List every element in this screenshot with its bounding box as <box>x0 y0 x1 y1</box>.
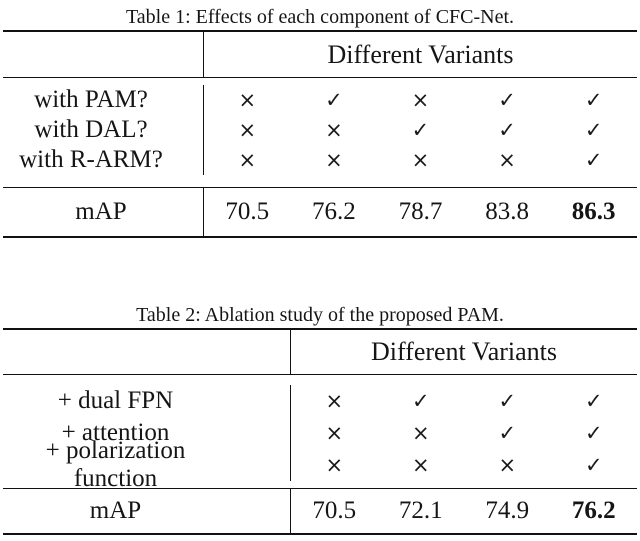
map-value: 70.5 <box>312 497 357 524</box>
row-label: with R-ARM? <box>19 146 163 173</box>
table-2-header-label: Different Variants <box>370 337 558 366</box>
row-label: + attention <box>61 419 170 446</box>
row-label: with PAM? <box>34 86 148 113</box>
row-marks: × × ✓ ✓ ✓ <box>203 115 637 145</box>
mark-cell: × <box>498 148 516 172</box>
mark-cell: ✓ <box>498 118 516 142</box>
mark-cell: ✓ <box>411 118 430 142</box>
mark-cell: ✓ <box>584 88 603 112</box>
table-2-header-row: Different Variants <box>3 330 637 374</box>
table-1-map-rule <box>3 187 637 188</box>
table-2-header-cell: Different Variants <box>290 330 637 374</box>
map-value-best: 86.3 <box>571 198 616 225</box>
table-row: with R-ARM? × × × × ✓ <box>3 145 637 175</box>
mark-cell: ✓ <box>498 421 517 445</box>
table-2-header-rule <box>3 374 637 375</box>
table-2-top-rule <box>3 328 637 330</box>
mark-cell: ✓ <box>584 148 603 172</box>
table-1-header-row: Different Variants <box>3 32 637 77</box>
mark-cell: × <box>325 118 343 142</box>
mark-cell: ✓ <box>498 389 517 413</box>
mark-cell: × <box>325 421 344 445</box>
table-1: Table 1: Effects of each component of CF… <box>3 0 637 238</box>
table-1-header-label: Different Variants <box>327 39 514 69</box>
map-label: mAP <box>89 497 142 524</box>
table-2-caption: Table 2: Ablation study of the proposed … <box>136 304 504 326</box>
mark-cell: × <box>411 421 430 445</box>
map-value: 70.5 <box>225 198 270 225</box>
table-row: with DAL? × × ✓ ✓ ✓ <box>3 115 637 145</box>
table-2-body: + dual FPN × ✓ ✓ ✓ + attention × × ✓ ✓ +… <box>3 375 637 492</box>
mark-cell: ✓ <box>325 88 343 112</box>
map-value-best: 76.2 <box>571 497 616 524</box>
table-2-bottom-rule <box>3 533 637 535</box>
mark-cell: ✓ <box>498 88 516 112</box>
table-1-top-rule <box>3 30 637 32</box>
row-marks: × × × ✓ <box>290 449 637 481</box>
map-value: 78.7 <box>398 198 443 225</box>
map-label: mAP <box>75 198 127 225</box>
row-marks: × × ✓ ✓ <box>290 417 637 449</box>
row-label: with DAL? <box>34 116 148 143</box>
mark-cell: ✓ <box>584 453 603 477</box>
row-marks: × ✓ × ✓ ✓ <box>203 85 637 115</box>
mark-cell: ✓ <box>584 421 603 445</box>
table-row: + attention × × ✓ ✓ <box>3 417 637 449</box>
table-row: with PAM? × ✓ × ✓ ✓ <box>3 85 637 115</box>
mark-cell: × <box>498 453 517 477</box>
table-row: + polarization function × × × ✓ <box>3 437 637 492</box>
map-value: 74.9 <box>485 497 530 524</box>
map-value: 72.1 <box>398 497 443 524</box>
table-1-caption: Table 1: Effects of each component of CF… <box>125 6 515 28</box>
row-label: + polarization function <box>45 437 186 492</box>
map-values: 70.5 76.2 78.7 83.8 86.3 <box>203 188 637 236</box>
mark-cell: ✓ <box>584 389 603 413</box>
table-2-map-row: mAP 70.5 72.1 74.9 76.2 <box>3 489 637 533</box>
mark-cell: × <box>325 453 344 477</box>
table-1-body: with PAM? × ✓ × ✓ ✓ with DAL? × × ✓ ✓ ✓ … <box>3 78 637 187</box>
map-values: 70.5 72.1 74.9 76.2 <box>290 489 637 533</box>
mark-cell: ✓ <box>411 389 430 413</box>
mark-cell: × <box>238 88 257 112</box>
table-1-map-row: mAP 70.5 76.2 78.7 83.8 86.3 <box>3 188 637 236</box>
mark-cell: × <box>238 148 257 172</box>
mark-cell: × <box>411 453 430 477</box>
map-value: 76.2 <box>312 198 356 225</box>
mark-cell: × <box>325 148 343 172</box>
table-2-map-rule <box>3 488 637 489</box>
map-value: 83.8 <box>485 198 529 225</box>
mark-cell: × <box>411 88 430 112</box>
mark-cell: × <box>238 118 257 142</box>
mark-cell: ✓ <box>584 118 603 142</box>
table-row: + dual FPN × ✓ ✓ ✓ <box>3 385 637 417</box>
table-2: Table 2: Ablation study of the proposed … <box>3 295 637 535</box>
table-1-header-cell: Different Variants <box>203 32 637 77</box>
mark-cell: × <box>325 389 344 413</box>
mark-cell: × <box>411 148 430 172</box>
row-marks: × × × × ✓ <box>203 145 637 175</box>
row-label: + dual FPN <box>57 387 174 414</box>
row-marks: × ✓ ✓ ✓ <box>290 385 637 417</box>
table-1-header-rule <box>3 77 637 78</box>
table-1-bottom-rule <box>3 236 637 238</box>
